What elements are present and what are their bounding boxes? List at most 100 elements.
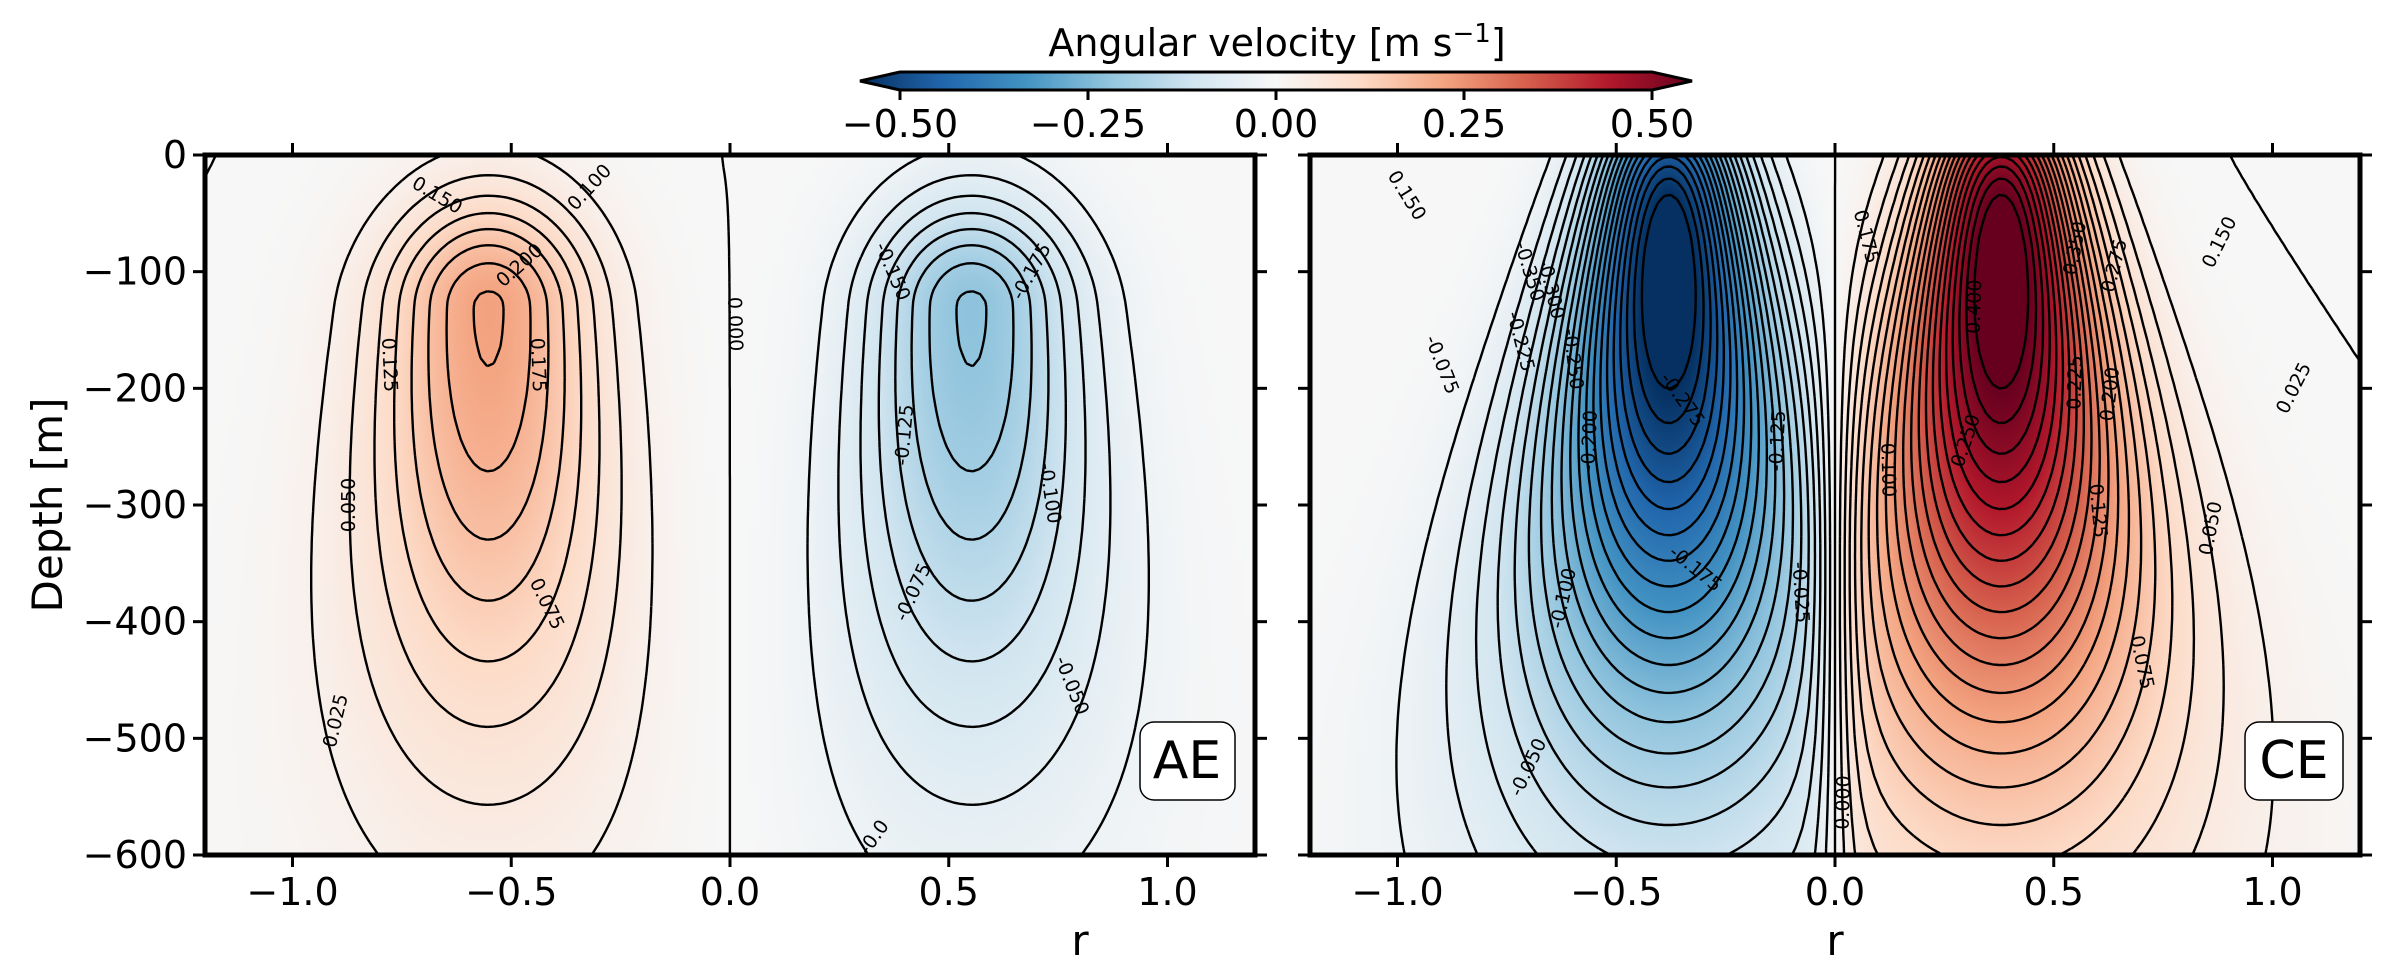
colorbar-tick-label: −0.25 bbox=[1030, 102, 1146, 146]
contour-line bbox=[1612, 155, 1725, 511]
contour-line bbox=[1902, 155, 2101, 667]
contour-line bbox=[1945, 155, 2058, 511]
contour-label: 0.225 bbox=[2063, 355, 2087, 410]
y-tick-label: −200 bbox=[83, 366, 187, 410]
contour-line bbox=[373, 194, 601, 729]
contour-line bbox=[1924, 155, 2078, 588]
contour-line bbox=[1632, 177, 1705, 425]
contour-line bbox=[877, 211, 1067, 663]
y-tick-label: −400 bbox=[83, 600, 187, 644]
contour-line bbox=[205, 155, 732, 855]
contour-label: 0.000 bbox=[1831, 775, 1855, 830]
contour-line bbox=[1860, 155, 2157, 827]
contour-line bbox=[1910, 155, 2093, 640]
x-tick-label: −1.0 bbox=[1351, 870, 1443, 914]
contour-label: 0.050 bbox=[338, 478, 360, 532]
contour-label: 0.125 bbox=[2084, 483, 2111, 539]
contour-line bbox=[1843, 155, 2225, 855]
contour-label: -0.025 bbox=[1788, 561, 1814, 624]
panel-ce-xlabel: r bbox=[1826, 916, 1844, 965]
x-tick-label: 1.0 bbox=[2242, 870, 2302, 914]
contour-line bbox=[1875, 155, 2131, 755]
contour-line bbox=[1550, 155, 1786, 724]
panel-ae-ylabel: Depth [m] bbox=[23, 398, 72, 613]
panel-ae-contours bbox=[205, 155, 1150, 855]
contour-line bbox=[1496, 155, 1817, 855]
contour-line bbox=[393, 211, 583, 663]
contour-line bbox=[1474, 155, 1822, 855]
contour-line bbox=[1560, 155, 1777, 695]
contour-line bbox=[1958, 165, 2045, 455]
contour-line bbox=[1938, 155, 2065, 537]
contour-line bbox=[1395, 155, 1832, 855]
contour-label: 0.400 bbox=[1963, 279, 1987, 334]
x-tick-label: 0.5 bbox=[919, 870, 979, 914]
contour-label: 0.000 bbox=[723, 297, 747, 352]
contour-line bbox=[1585, 155, 1753, 614]
colorbar: Angular velocity [m s−1] −0.50 −0.25 0.00 0… bbox=[842, 19, 1695, 146]
contour-line bbox=[806, 155, 1150, 855]
contour-line bbox=[1884, 155, 2120, 724]
panel-ae-xlabel: r bbox=[1071, 916, 1089, 965]
contour-line bbox=[859, 194, 1087, 729]
panel-ae-axes: −1.0 −0.5 0.0 0.5 1.0 0 −100 −200 −300 −400 −500 −6… bbox=[83, 133, 1267, 914]
contour-line bbox=[955, 290, 988, 368]
contour-label: -0.200 bbox=[1577, 410, 1602, 472]
contour-line bbox=[1625, 165, 1712, 455]
contour-line bbox=[410, 227, 566, 602]
panel-ce-field: 0.150-0.350-0.300-0.225 -0.250-0.075-0.20… bbox=[1310, 155, 2360, 855]
contour-line bbox=[1951, 155, 2051, 484]
x-tick-label: 0.0 bbox=[1805, 870, 1865, 914]
x-tick-label: −0.5 bbox=[465, 870, 557, 914]
x-tick-label: 0.5 bbox=[2024, 870, 2084, 914]
contour-line bbox=[1569, 155, 1768, 667]
contour-line bbox=[1848, 155, 2196, 855]
contour-line bbox=[928, 262, 1015, 473]
contour-line bbox=[472, 290, 505, 368]
panel-ce-contours bbox=[1395, 155, 2360, 855]
panel-ae-tag: AE bbox=[1139, 721, 1236, 801]
contour-label: 0.100 bbox=[1876, 442, 1900, 497]
x-tick-label: 0.0 bbox=[700, 870, 760, 914]
contour-line bbox=[348, 174, 623, 806]
panel-ce-tag-box bbox=[2244, 721, 2344, 801]
contour-line bbox=[894, 227, 1050, 602]
contour-line bbox=[1527, 155, 1803, 789]
contour-line bbox=[1893, 155, 2110, 695]
colorbar-body bbox=[859, 70, 1693, 92]
panel-ae-tag-box bbox=[1139, 721, 1236, 801]
contour-line bbox=[1445, 155, 1827, 855]
contour-label: 0.125 bbox=[377, 337, 402, 392]
colorbar-tick-label: 0.25 bbox=[1422, 102, 1507, 146]
contour-line bbox=[445, 262, 532, 473]
contour-line bbox=[837, 174, 1112, 806]
contour-line bbox=[1917, 155, 2085, 614]
contour-line bbox=[427, 244, 550, 541]
colorbar-tick-label: 0.50 bbox=[1610, 102, 1695, 146]
y-tick-label: −300 bbox=[83, 483, 187, 527]
colorbar-ticks: −0.50 −0.25 0.00 0.25 0.50 bbox=[842, 90, 1695, 146]
contour-line bbox=[910, 244, 1033, 541]
panel-ce: 0.150-0.350-0.300-0.225 -0.250-0.075-0.20… bbox=[1298, 143, 2372, 965]
y-tick-label: −500 bbox=[83, 716, 187, 760]
contour-line bbox=[1853, 155, 2174, 855]
y-tick-label: −100 bbox=[83, 250, 187, 294]
contour-line bbox=[1619, 155, 1719, 484]
contour-line bbox=[1833, 155, 2360, 855]
x-tick-label: 1.0 bbox=[1137, 870, 1197, 914]
panel-ce-tag: CE bbox=[2244, 721, 2344, 801]
contour-line bbox=[1605, 155, 1732, 537]
colorbar-title: Angular velocity [m s−1] bbox=[1048, 19, 1505, 65]
colorbar-tick-label: −0.50 bbox=[842, 102, 958, 146]
contour-line bbox=[1577, 155, 1760, 640]
contour-label: 0.175 bbox=[526, 337, 550, 392]
contour-line bbox=[1599, 155, 1739, 562]
y-tick-label: 0 bbox=[163, 133, 187, 177]
x-tick-label: −0.5 bbox=[1570, 870, 1662, 914]
contour-line bbox=[1539, 155, 1795, 755]
contour-line bbox=[1973, 193, 2030, 390]
contour-line bbox=[1640, 193, 1697, 390]
